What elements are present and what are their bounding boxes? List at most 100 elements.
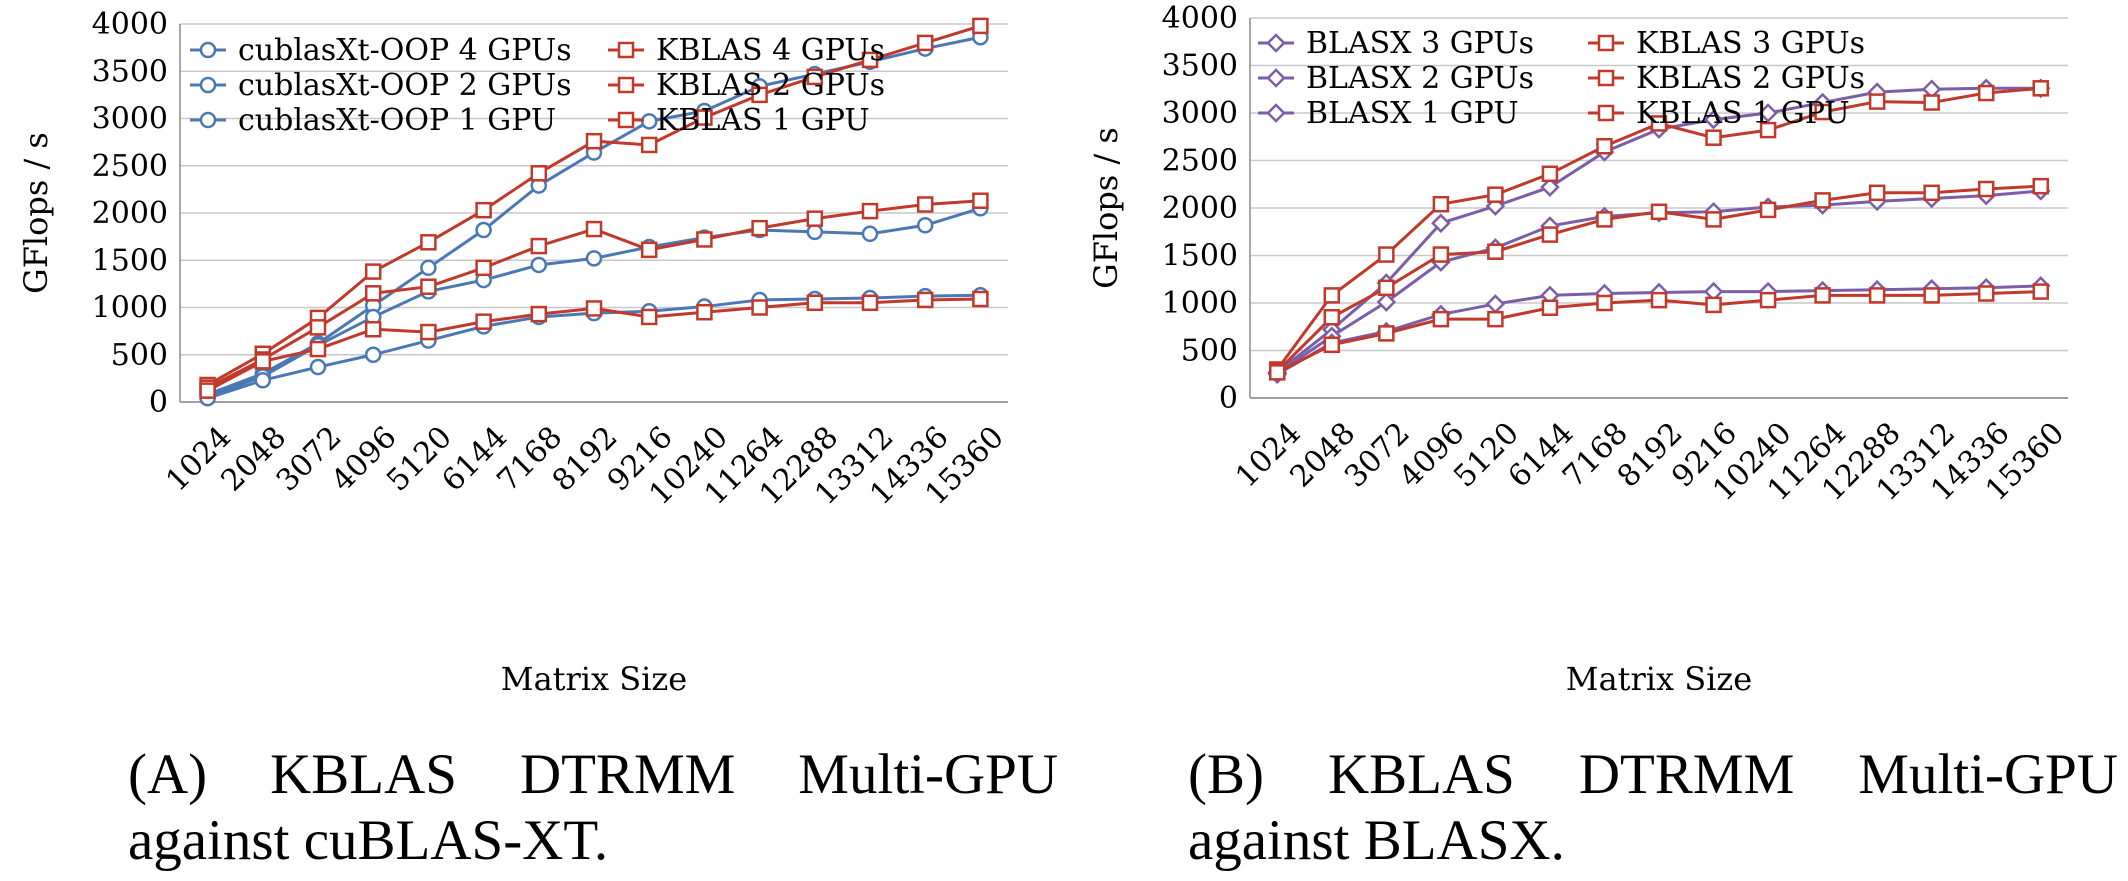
panel-a-legend-label: KBLAS 1 GPU xyxy=(656,103,870,138)
panel-a-point-kblas-1-gpu xyxy=(861,294,879,312)
panel-b-point-kblas-3-gpus xyxy=(1487,186,1504,203)
panel-b-legend-item-kblas-2-gpus: KBLAS 2 GPUs xyxy=(1588,61,1865,96)
panel-a-point-kblas-1-gpu xyxy=(254,353,272,370)
panel-b-point-kblas-1-gpu xyxy=(1868,287,1886,304)
panel-b-point-kblas-3-gpus xyxy=(1759,121,1777,139)
panel-a-point-kblas-4-gpus xyxy=(861,51,879,69)
panel-a-point-kblas-1-gpu xyxy=(806,294,824,312)
panel-a-point-cublasxt-oop-4-gpus xyxy=(420,259,437,277)
panel-b-legend-swatch-marker xyxy=(1266,103,1286,123)
caption-b-word-1: KBLAS xyxy=(1328,743,1515,806)
panel-a-y-tick-label: 2500 xyxy=(92,149,168,184)
caption-a-word-2: DTRMM xyxy=(519,743,736,806)
panel-a-y-tick-label: 3000 xyxy=(92,102,168,137)
panel-b-point-kblas-2-gpus xyxy=(1650,203,1668,221)
panel-b-legend-label: BLASX 1 GPU xyxy=(1306,96,1519,131)
panel-b-point-kblas-3-gpus xyxy=(1323,287,1341,304)
panel-b-y-tick-label: 2000 xyxy=(1162,191,1238,226)
panel-b-point-blasx-2-gpus xyxy=(1376,292,1397,312)
panel-a-point-kblas-2-gpus xyxy=(530,237,548,255)
panel-b-legend-label: KBLAS 1 GPU xyxy=(1636,96,1850,131)
panel-a-point-cublasxt-oop-2-gpus xyxy=(806,223,824,241)
panel-b-point-kblas-1-gpu xyxy=(1759,291,1777,309)
panel-a-y-tick-label: 3500 xyxy=(92,54,168,89)
panel-a-point-kblas-2-gpus xyxy=(585,220,603,238)
panel-b-point-blasx-3-gpus xyxy=(1758,103,1778,123)
panel-a-point-cublasxt-oop-4-gpus xyxy=(475,221,492,239)
panel-a-y-tick-label: 0 xyxy=(149,385,168,420)
panel-a-point-cublasxt-oop-2-gpus xyxy=(530,256,548,274)
panel-a-legend-swatch-marker xyxy=(617,111,635,129)
panel-b-point-kblas-1-gpu xyxy=(1705,296,1722,314)
panel-b-point-blasx-3-gpus xyxy=(1703,109,1724,130)
panel-a-point-kblas-1-gpu xyxy=(640,308,658,326)
panel-b-point-kblas-3-gpus xyxy=(1650,115,1668,132)
panel-b-point-kblas-1-gpu xyxy=(1378,325,1395,342)
panel-a-legend-item-kblas-2-gpus: KBLAS 2 GPUs xyxy=(608,68,885,103)
panel-a-point-kblas-1-gpu xyxy=(751,299,768,316)
panel-a-point-kblas-1-gpu xyxy=(475,313,492,330)
panel-b-legend-label: BLASX 2 GPUs xyxy=(1306,61,1534,96)
panel-b-point-kblas-2-gpus xyxy=(1541,226,1559,243)
panel-a-legend-label: cublasXt-OOP 4 GPUs xyxy=(238,33,572,68)
panel-b-point-kblas-1-gpu xyxy=(1323,336,1341,354)
caption-b: (B) KBLAS DTRMM Multi-GPU against BLASX. xyxy=(1188,742,2118,874)
panel-b-legend-label: BLASX 3 GPUs xyxy=(1306,26,1534,61)
panel-b-point-kblas-1-gpu xyxy=(1596,294,1613,312)
panel-a-y-tick-label: 1500 xyxy=(92,243,168,278)
panel-a-point-kblas-2-gpus xyxy=(751,219,768,237)
panel-b-point-blasx-3-gpus xyxy=(1431,213,1451,233)
panel-b-point-kblas-3-gpus xyxy=(2032,80,2049,97)
panel-b-point-kblas-1-gpu xyxy=(1923,287,1940,304)
panel-a-point-kblas-4-gpus xyxy=(806,68,824,86)
panel-a-point-cublasxt-oop-1-gpu xyxy=(309,358,327,376)
panel-a-legend-swatch-marker xyxy=(199,111,217,129)
panel-b-legend-label: KBLAS 2 GPUs xyxy=(1636,61,1865,96)
panel-a-point-kblas-4-gpus xyxy=(585,132,603,150)
panel-b-point-kblas-3-gpus xyxy=(1977,84,1995,102)
panel-a-point-kblas-1-gpu xyxy=(916,291,934,309)
panel-b-point-kblas-3-gpus xyxy=(1923,94,1940,111)
caption-b-prefix: (B) xyxy=(1188,743,1264,806)
panel-b-legend-item-kblas-3-gpus: KBLAS 3 GPUs xyxy=(1588,26,1865,61)
panel-b-legend-swatch-marker xyxy=(1597,34,1615,52)
panel-a-point-cublasxt-oop-2-gpus xyxy=(861,225,879,243)
panel-a-y-tick-label: 1000 xyxy=(92,291,168,326)
caption-b-word-3: Multi-GPU xyxy=(1858,743,2118,806)
chart-panel-b: 0500100015002000250030003500400010242048… xyxy=(1087,1,2071,698)
chart-panel-a: 0500100015002000250030003500400010242048… xyxy=(17,7,1011,698)
panel-a-point-cublasxt-oop-2-gpus xyxy=(916,217,934,234)
panel-a-point-kblas-1-gpu xyxy=(364,320,382,338)
panel-a-legend-swatch-marker xyxy=(199,41,217,59)
panel-a-legend-label: KBLAS 2 GPUs xyxy=(656,68,885,103)
panel-a-point-kblas-2-gpus xyxy=(806,210,824,227)
panel-b-point-kblas-1-gpu xyxy=(1487,310,1504,328)
panel-b-point-kblas-3-gpus xyxy=(1378,246,1395,263)
panel-b-y-axis-label: GFlops / s xyxy=(1087,127,1125,289)
panel-b-point-kblas-3-gpus xyxy=(1541,165,1559,183)
panel-a-point-kblas-2-gpus xyxy=(475,259,492,277)
panel-b-y-tick-label: 4000 xyxy=(1162,1,1238,36)
panel-a-legend-swatch-marker xyxy=(617,41,635,59)
panel-a-point-kblas-4-gpus xyxy=(696,109,713,126)
panel-a-point-kblas-1-gpu xyxy=(585,300,603,317)
panel-a-point-kblas-2-gpus xyxy=(972,192,989,209)
panel-a-point-kblas-4-gpus xyxy=(972,17,989,35)
panel-b-point-kblas-3-gpus xyxy=(1705,129,1722,146)
panel-a-series-kblas-1-gpu xyxy=(199,290,989,399)
panel-a-point-kblas-4-gpus xyxy=(751,86,768,104)
panel-b-legend-label: KBLAS 3 GPUs xyxy=(1636,26,1865,61)
panel-b-legend-item-blasx-1-gpu: BLASX 1 GPU xyxy=(1258,96,1519,131)
panel-b-y-tick-label: 1000 xyxy=(1162,286,1238,321)
caption-b-word-2: DTRMM xyxy=(1578,743,1795,806)
panel-a-legend-item-kblas-4-gpus: KBLAS 4 GPUs xyxy=(608,33,885,68)
panel-b-point-blasx-3-gpus xyxy=(1540,177,1560,197)
panel-a-point-kblas-1-gpu xyxy=(972,290,989,308)
panel-a-point-kblas-4-gpus xyxy=(420,234,437,251)
panel-b-point-kblas-3-gpus xyxy=(1868,93,1886,110)
panel-a-point-kblas-2-gpus xyxy=(640,241,658,259)
caption-a-word-1: KBLAS xyxy=(270,743,457,806)
panel-b-point-kblas-1-gpu xyxy=(1541,299,1559,316)
panel-b-point-kblas-2-gpus xyxy=(2032,177,2049,195)
